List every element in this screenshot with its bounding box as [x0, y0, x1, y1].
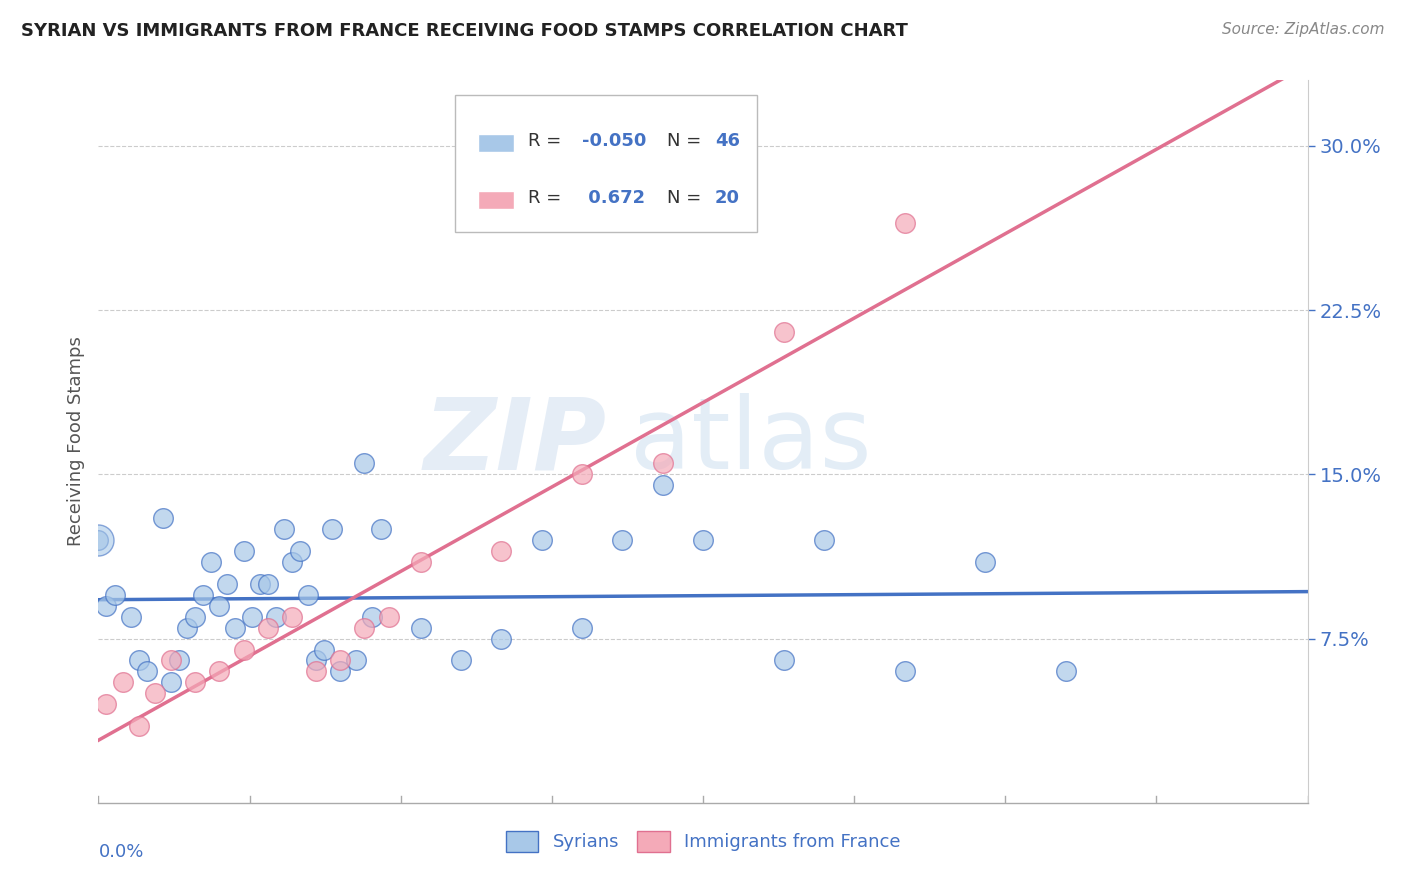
Point	[344, 653, 367, 667]
Point	[571, 621, 593, 635]
Point	[893, 216, 915, 230]
Point	[264, 609, 287, 624]
Point	[217, 577, 239, 591]
Point	[152, 511, 174, 525]
Point	[208, 599, 231, 613]
Point	[297, 588, 319, 602]
Point	[128, 653, 150, 667]
Point	[193, 588, 215, 602]
Point	[1054, 665, 1077, 679]
Point	[571, 467, 593, 482]
Point	[353, 457, 375, 471]
Point	[111, 675, 134, 690]
Point	[120, 609, 142, 624]
Text: 0.0%: 0.0%	[98, 843, 143, 861]
Point	[329, 653, 352, 667]
Text: SYRIAN VS IMMIGRANTS FROM FRANCE RECEIVING FOOD STAMPS CORRELATION CHART: SYRIAN VS IMMIGRANTS FROM FRANCE RECEIVI…	[21, 22, 908, 40]
Text: R =: R =	[527, 189, 567, 207]
Point	[409, 621, 432, 635]
FancyBboxPatch shape	[456, 95, 758, 232]
Point	[813, 533, 835, 547]
Point	[240, 609, 263, 624]
Point	[772, 325, 794, 339]
Point	[772, 653, 794, 667]
Point	[224, 621, 246, 635]
Point	[160, 653, 183, 667]
Point	[281, 609, 304, 624]
Point	[305, 653, 328, 667]
Text: 46: 46	[716, 132, 740, 150]
Point	[651, 478, 673, 492]
Point	[249, 577, 271, 591]
Point	[135, 665, 157, 679]
Point	[96, 698, 118, 712]
Text: 20: 20	[716, 189, 740, 207]
Point	[530, 533, 553, 547]
Point	[273, 522, 295, 536]
Point	[353, 621, 375, 635]
Point	[87, 533, 110, 547]
Point	[893, 665, 915, 679]
Point	[256, 577, 278, 591]
Text: ZIP: ZIP	[423, 393, 606, 490]
Point	[200, 555, 222, 569]
Point	[103, 588, 125, 602]
Text: -0.050: -0.050	[582, 132, 647, 150]
Text: N =: N =	[666, 132, 707, 150]
Point	[143, 686, 166, 700]
Point	[377, 609, 399, 624]
Point	[491, 632, 513, 646]
Point	[160, 675, 183, 690]
Point	[370, 522, 392, 536]
Point	[612, 533, 634, 547]
Point	[232, 642, 254, 657]
Text: 0.672: 0.672	[582, 189, 645, 207]
Point	[305, 665, 328, 679]
Text: N =: N =	[666, 189, 707, 207]
Point	[87, 533, 110, 547]
Point	[361, 609, 384, 624]
Text: atlas: atlas	[630, 393, 872, 490]
Point	[184, 609, 207, 624]
Point	[208, 665, 231, 679]
Point	[96, 599, 118, 613]
Point	[256, 621, 278, 635]
FancyBboxPatch shape	[478, 135, 515, 153]
Point	[321, 522, 343, 536]
Point	[692, 533, 714, 547]
Text: Source: ZipAtlas.com: Source: ZipAtlas.com	[1222, 22, 1385, 37]
Text: R =: R =	[527, 132, 567, 150]
Point	[184, 675, 207, 690]
Point	[651, 457, 673, 471]
Point	[409, 555, 432, 569]
Point	[288, 544, 311, 558]
Point	[128, 719, 150, 733]
Point	[974, 555, 997, 569]
Y-axis label: Receiving Food Stamps: Receiving Food Stamps	[66, 336, 84, 547]
Point	[281, 555, 304, 569]
Point	[450, 653, 472, 667]
Point	[329, 665, 352, 679]
FancyBboxPatch shape	[478, 191, 515, 209]
Point	[176, 621, 198, 635]
Legend: Syrians, Immigrants from France: Syrians, Immigrants from France	[498, 823, 908, 859]
Point	[232, 544, 254, 558]
Point	[167, 653, 190, 667]
Point	[314, 642, 336, 657]
Point	[491, 544, 513, 558]
